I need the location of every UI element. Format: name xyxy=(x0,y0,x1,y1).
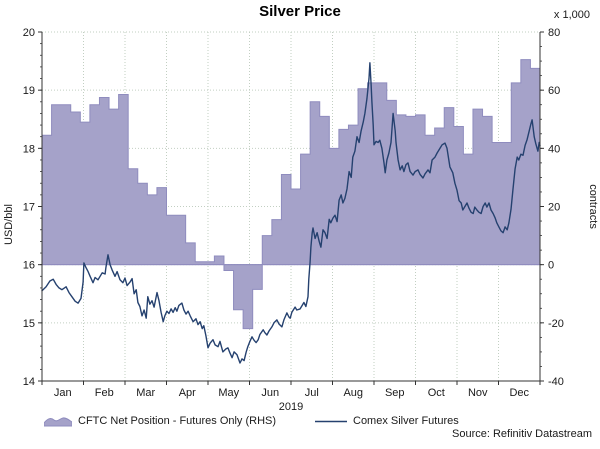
svg-text:USD/bbl: USD/bbl xyxy=(3,204,15,245)
svg-text:-40: -40 xyxy=(548,376,564,388)
legend-label-comex: Comex Silver Futures xyxy=(353,415,459,427)
svg-text:contracts: contracts xyxy=(587,184,599,229)
line-swatch-icon xyxy=(315,420,347,422)
svg-text:60: 60 xyxy=(548,85,560,97)
svg-text:20: 20 xyxy=(23,27,35,39)
svg-text:Aug: Aug xyxy=(343,387,363,399)
svg-text:18: 18 xyxy=(23,143,35,155)
svg-text:Nov: Nov xyxy=(468,387,488,399)
legend-item-cftc: CFTC Net Position - Futures Only (RHS) xyxy=(44,415,276,427)
svg-text:Feb: Feb xyxy=(95,387,114,399)
svg-text:14: 14 xyxy=(23,376,35,388)
svg-text:May: May xyxy=(218,387,239,399)
legend: CFTC Net Position - Futures Only (RHS) C… xyxy=(0,415,600,431)
svg-text:20: 20 xyxy=(548,202,560,214)
svg-text:Jun: Jun xyxy=(261,387,279,399)
legend-label-cftc: CFTC Net Position - Futures Only (RHS) xyxy=(78,415,277,427)
svg-text:80: 80 xyxy=(548,27,560,39)
svg-text:-20: -20 xyxy=(548,318,564,330)
svg-text:17: 17 xyxy=(23,202,35,214)
svg-text:2019: 2019 xyxy=(279,401,303,413)
svg-text:Dec: Dec xyxy=(509,387,529,399)
svg-text:19: 19 xyxy=(23,85,35,97)
svg-text:0: 0 xyxy=(548,260,554,272)
legend-item-comex: Comex Silver Futures xyxy=(315,415,459,427)
source-credit: Source: Refinitiv Datastream xyxy=(452,428,592,440)
svg-text:Jul: Jul xyxy=(305,387,319,399)
svg-text:15: 15 xyxy=(23,318,35,330)
chart-title: Silver Price xyxy=(259,3,341,20)
svg-text:Jan: Jan xyxy=(54,387,72,399)
svg-text:40: 40 xyxy=(548,143,560,155)
svg-text:Sep: Sep xyxy=(385,387,405,399)
svg-text:Apr: Apr xyxy=(179,387,196,399)
area-swatch-icon xyxy=(44,416,72,426)
svg-text:x 1,000: x 1,000 xyxy=(554,9,590,21)
svg-text:Mar: Mar xyxy=(136,387,155,399)
svg-text:16: 16 xyxy=(23,260,35,272)
svg-text:Oct: Oct xyxy=(428,387,445,399)
